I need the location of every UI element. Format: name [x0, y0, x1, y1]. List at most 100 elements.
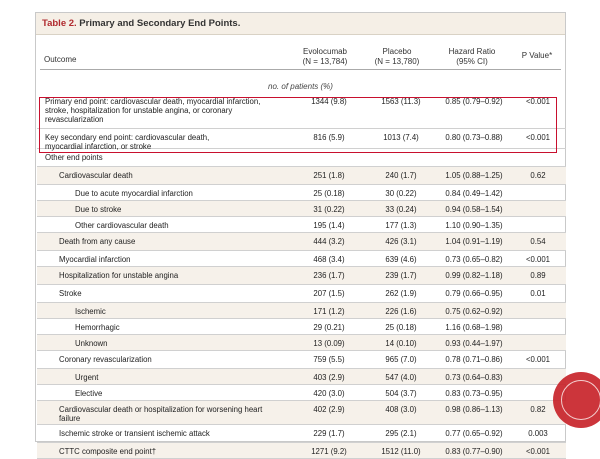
- row-evolocumab-value: 420 (3.0): [313, 389, 345, 398]
- row-evolocumab-value: 13 (0.09): [313, 339, 345, 348]
- row-p-value: <0.001: [525, 97, 551, 106]
- row-placebo-value: 177 (1.3): [385, 221, 417, 230]
- row-outcome-label: Coronary revascularization: [59, 355, 152, 364]
- table-row: Hospitalization for unstable angina 236 (…: [37, 267, 566, 285]
- row-placebo-value: 262 (1.9): [385, 289, 417, 298]
- table-row: Cardiovascular death or hospitalization …: [37, 401, 566, 425]
- header-outcome: Outcome: [44, 55, 77, 64]
- table-row: Other end points: [37, 149, 566, 167]
- row-placebo-value: 30 (0.22): [385, 189, 417, 198]
- row-outcome-label: Urgent: [75, 373, 99, 382]
- table-title: Table 2. Primary and Secondary End Point…: [42, 18, 240, 29]
- row-placebo-value: 1563 (11.3): [381, 97, 421, 106]
- highlighted-row: Primary end point: cardiovascular death,…: [37, 93, 566, 129]
- row-hazard-ratio-value: 0.80 (0.73–0.88): [445, 133, 503, 142]
- row-evolocumab-value: 171 (1.2): [313, 307, 345, 316]
- row-evolocumab-value: 31 (0.22): [313, 205, 345, 214]
- table-title-bar: Table 2. Primary and Secondary End Point…: [36, 13, 565, 35]
- row-hazard-ratio-value: 0.83 (0.73–0.95): [445, 389, 503, 398]
- row-evolocumab-value: 25 (0.18): [313, 189, 345, 198]
- row-outcome-label: Hemorrhagic: [75, 323, 120, 332]
- table-title-text: Primary and Secondary End Points.: [76, 18, 241, 29]
- header-evolocumab-n: (N = 13,784): [302, 57, 348, 66]
- header-hazard-ratio-name: Hazard Ratio: [448, 47, 496, 56]
- row-placebo-value: 639 (4.6): [385, 255, 417, 264]
- seal-ring: [561, 380, 600, 420]
- row-outcome-label: Cardiovascular death: [59, 171, 133, 180]
- table-row: Due to acute myocardial infarction 25 (0.…: [37, 185, 566, 201]
- row-placebo-value: 504 (3.7): [385, 389, 417, 398]
- table-row: CTTC composite end point† 1271 (9.2) 1512 …: [37, 443, 566, 459]
- row-evolocumab-value: 207 (1.5): [313, 289, 345, 298]
- row-hazard-ratio-value: 0.93 (0.44–1.97): [445, 339, 503, 348]
- row-hazard-ratio-value: 0.77 (0.65–0.92): [445, 429, 503, 438]
- header-hazard-ratio-ci: (95% CI): [456, 57, 488, 66]
- header-placebo: Placebo (N = 13,780): [366, 47, 428, 67]
- table-number: Table 2.: [42, 18, 77, 29]
- table-row: Coronary revascularization 759 (5.5) 965 (…: [37, 351, 566, 369]
- row-hazard-ratio-value: 0.78 (0.71–0.86): [445, 355, 503, 364]
- row-outcome-label: Key secondary end point: cardiovascular …: [45, 133, 210, 151]
- row-outcome-label: CTTC composite end point†: [59, 447, 157, 456]
- row-evolocumab-value: 195 (1.4): [313, 221, 345, 230]
- row-hazard-ratio-value: 0.75 (0.62–0.92): [445, 307, 503, 316]
- header-placebo-n: (N = 13,780): [374, 57, 420, 66]
- row-placebo-value: 239 (1.7): [385, 271, 417, 280]
- row-evolocumab-value: 236 (1.7): [313, 271, 345, 280]
- row-hazard-ratio-value: 0.85 (0.79–0.92): [445, 97, 503, 106]
- row-p-value: 0.89: [530, 271, 546, 280]
- row-evolocumab-value: 444 (3.2): [313, 237, 345, 246]
- primary-endpoints-highlight: [39, 97, 557, 153]
- row-hazard-ratio-value: 0.84 (0.49–1.42): [445, 189, 503, 198]
- subheader-units: no. of patients (%): [268, 82, 333, 91]
- row-hazard-ratio-value: 0.94 (0.58–1.54): [445, 205, 503, 214]
- row-p-value: <0.001: [525, 355, 551, 364]
- row-outcome-label: Unknown: [75, 339, 108, 348]
- table-row: Elective 420 (3.0) 504 (3.7) 0.83 (0.73–0.9…: [37, 385, 566, 401]
- row-hazard-ratio-value: 0.99 (0.82–1.18): [445, 271, 503, 280]
- row-outcome-label: Death from any cause: [59, 237, 136, 246]
- row-hazard-ratio-value: 0.73 (0.65–0.82): [445, 255, 503, 264]
- row-p-value: 0.01: [530, 289, 546, 298]
- table-row: Unknown 13 (0.09) 14 (0.10) 0.93 (0.44–1.97…: [37, 335, 566, 351]
- row-outcome-label: Other end points: [45, 153, 103, 162]
- table-row: Ischemic 171 (1.2) 226 (1.6) 0.75 (0.62–0.9…: [37, 303, 566, 319]
- row-outcome-label: Elective: [75, 389, 103, 398]
- header-placebo-name: Placebo: [382, 47, 412, 56]
- row-hazard-ratio-value: 0.79 (0.66–0.95): [445, 289, 503, 298]
- row-placebo-value: 25 (0.18): [385, 323, 417, 332]
- row-p-value: 0.54: [530, 237, 546, 246]
- row-outcome-label: Hospitalization for unstable angina: [59, 271, 179, 280]
- row-p-value: 0.82: [530, 405, 546, 414]
- table-row: Hemorrhagic 29 (0.21) 25 (0.18) 1.16 (0.68–…: [37, 319, 566, 335]
- row-outcome-label: Ischemic: [75, 307, 106, 316]
- header-divider: [40, 69, 561, 70]
- header-evolocumab: Evolocumab (N = 13,784): [294, 47, 356, 67]
- row-evolocumab-value: 816 (5.9): [313, 133, 345, 142]
- row-placebo-value: 295 (2.1): [385, 429, 417, 438]
- row-placebo-value: 547 (4.0): [385, 373, 417, 382]
- row-outcome-label: Other cardiovascular death: [75, 221, 169, 230]
- row-outcome-label: Due to stroke: [75, 205, 122, 214]
- row-outcome-label: Myocardial infarction: [59, 255, 131, 264]
- row-p-value: 0.62: [530, 171, 546, 180]
- row-evolocumab-value: 403 (2.9): [313, 373, 345, 382]
- row-hazard-ratio-value: 1.05 (0.88–1.25): [445, 171, 503, 180]
- row-p-value: <0.001: [525, 133, 551, 142]
- row-outcome-label: Due to acute myocardial infarction: [75, 189, 193, 198]
- row-outcome-label: Cardiovascular death or hospitalization …: [59, 405, 263, 423]
- row-placebo-value: 426 (3.1): [385, 237, 417, 246]
- table-row: Stroke 207 (1.5) 262 (1.9) 0.79 (0.66–0.95)…: [37, 285, 566, 303]
- row-p-value: <0.001: [525, 447, 551, 456]
- row-outcome-label: Stroke: [59, 289, 82, 298]
- university-seal-logo: [553, 372, 600, 428]
- row-outcome-label: Ischemic stroke or transient ischemic at…: [59, 429, 210, 438]
- table-row: Ischemic stroke or transient ischemic at…: [37, 425, 566, 443]
- row-evolocumab-value: 402 (2.9): [313, 405, 345, 414]
- row-hazard-ratio-value: 1.10 (0.90–1.35): [445, 221, 503, 230]
- row-p-value: <0.001: [525, 255, 551, 264]
- row-hazard-ratio-value: 1.04 (0.91–1.19): [445, 237, 503, 246]
- row-evolocumab-value: 229 (1.7): [313, 429, 345, 438]
- row-placebo-value: 226 (1.6): [385, 307, 417, 316]
- row-evolocumab-value: 1271 (9.2): [311, 447, 347, 456]
